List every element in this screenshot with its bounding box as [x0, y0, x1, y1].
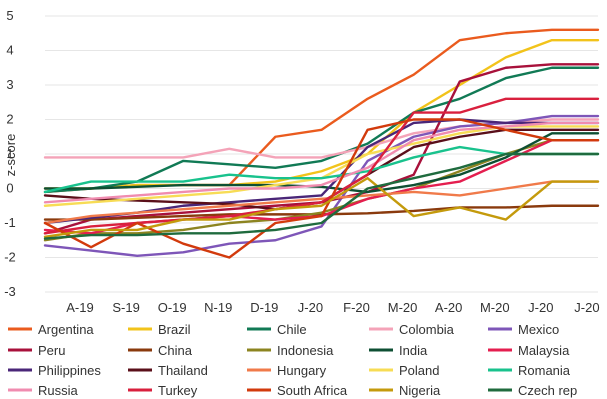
legend-item: Thailand: [128, 363, 208, 378]
legend-label: Romania: [518, 363, 571, 378]
legend-label: Mexico: [518, 322, 559, 337]
legend-item: Peru: [8, 343, 65, 358]
legend-item: Turkey: [128, 383, 198, 398]
x-tick-label: J-20: [528, 300, 553, 315]
legend-label: Hungary: [277, 363, 327, 378]
legend-label: Colombia: [399, 322, 455, 337]
y-tick-label: 4: [6, 43, 13, 58]
x-tick-label: M-20: [388, 300, 418, 315]
y-tick-label: -2: [4, 250, 16, 265]
legend-label: Russia: [38, 383, 79, 398]
legend-item: Romania: [488, 363, 571, 378]
legend-label: Poland: [399, 363, 439, 378]
x-tick-label: J-20: [298, 300, 323, 315]
legend-item: Hungary: [247, 363, 327, 378]
y-tick-label: 3: [6, 77, 13, 92]
x-axis-ticks: A-19 S-19 O-19 N-19 D-19 J-20 F-20 M-20 A-20 M-20…: [66, 300, 599, 315]
legend-item: Philippines: [8, 363, 101, 378]
legend-label: Brazil: [158, 322, 191, 337]
legend-item: Argentina: [8, 322, 94, 337]
x-tick-label: D-19: [250, 300, 278, 315]
legend-item: Indonesia: [247, 343, 334, 358]
legend-item: South Africa: [247, 383, 348, 398]
series-line-hungary: [43, 180, 600, 225]
series-line-czech-rep: [43, 152, 600, 240]
y-axis-title: z-score: [3, 134, 18, 177]
legend-label: South Africa: [277, 383, 348, 398]
legend-item: Mexico: [488, 322, 559, 337]
y-tick-label: 0: [6, 181, 13, 196]
series-line-india: [43, 132, 600, 194]
legend-label: Nigeria: [399, 383, 441, 398]
y-tick-label: 1: [6, 146, 13, 161]
legend-item: Poland: [369, 363, 439, 378]
legend-label: Argentina: [38, 322, 94, 337]
legend-item: Chile: [247, 322, 307, 337]
series-line-nigeria: [43, 176, 600, 239]
legend-label: Malaysia: [518, 343, 570, 358]
legend-label: China: [158, 343, 193, 358]
legend-item: Nigeria: [369, 383, 441, 398]
legend-label: Chile: [277, 322, 307, 337]
y-tick-label: -3: [4, 284, 16, 299]
legend-item: Malaysia: [488, 343, 570, 358]
legend-item: Russia: [8, 383, 79, 398]
series-line-russia: [43, 121, 600, 204]
legend-label: Thailand: [158, 363, 208, 378]
series-line-south-africa: [43, 118, 600, 259]
legend-item: China: [128, 343, 193, 358]
y-axis-ticks: -3 -2 -1 0 1 2 3 4 5: [4, 8, 16, 299]
x-tick-label: O-19: [158, 300, 187, 315]
legend-label: Turkey: [158, 383, 198, 398]
series-line-brazil: [43, 38, 600, 190]
series-lines: [43, 28, 600, 259]
series-line-thailand: [43, 128, 600, 211]
legend-label: Czech rep: [518, 383, 577, 398]
legend-label: Peru: [38, 343, 65, 358]
y-tick-label: -1: [4, 215, 16, 230]
y-tick-label: 2: [6, 112, 13, 127]
x-tick-label: A-20: [435, 300, 462, 315]
x-tick-label: S-19: [112, 300, 139, 315]
legend-label: Indonesia: [277, 343, 334, 358]
legend-item: Colombia: [369, 322, 455, 337]
legend-item: India: [369, 343, 428, 358]
legend-label: Philippines: [38, 363, 101, 378]
x-tick-label: N-19: [204, 300, 232, 315]
x-tick-label: M-20: [480, 300, 510, 315]
x-tick-label: F-20: [343, 300, 370, 315]
legend-item: Brazil: [128, 322, 191, 337]
x-tick-label: J-20: [574, 300, 599, 315]
x-tick-label: A-19: [66, 300, 93, 315]
y-tick-label: 5: [6, 8, 13, 23]
legend-label: India: [399, 343, 428, 358]
legend-item: Czech rep: [488, 383, 577, 398]
legend: Argentina Brazil Chile Colombia Mexico Peru Ch…: [8, 322, 577, 398]
